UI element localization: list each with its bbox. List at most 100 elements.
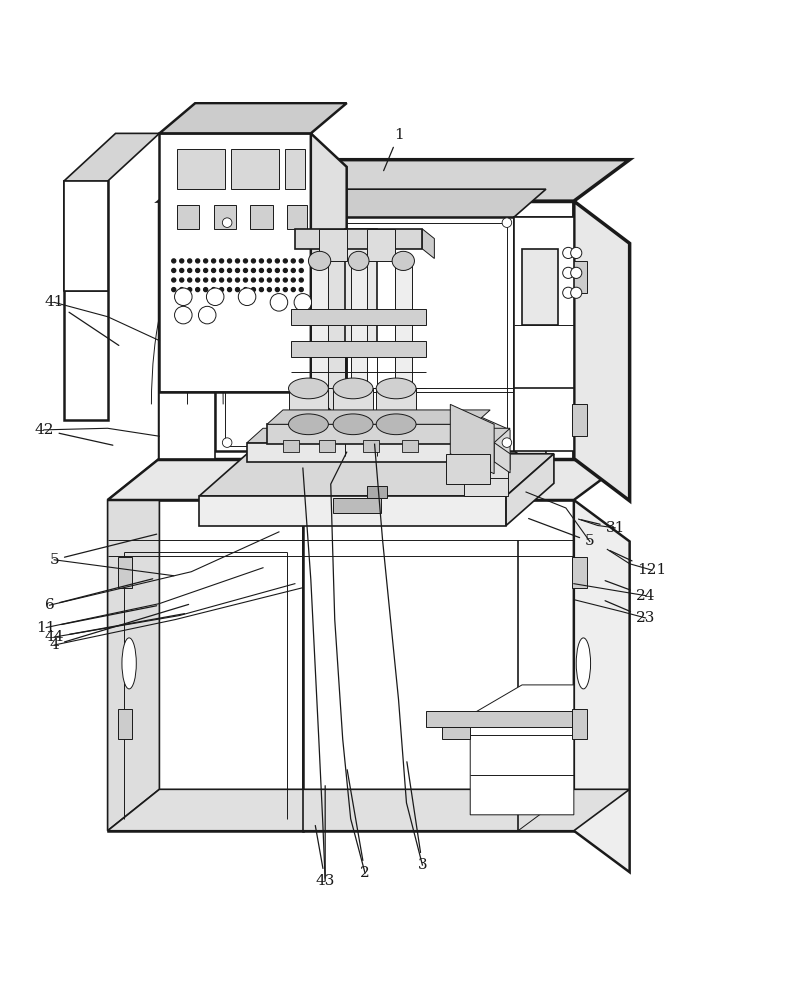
Bar bbox=[118, 709, 132, 739]
Bar bbox=[464, 458, 508, 496]
Polygon shape bbox=[514, 217, 574, 388]
Circle shape bbox=[211, 259, 215, 263]
Circle shape bbox=[251, 278, 255, 282]
Polygon shape bbox=[159, 103, 347, 133]
Bar bbox=[285, 149, 305, 189]
Polygon shape bbox=[159, 201, 574, 459]
Circle shape bbox=[187, 288, 191, 292]
Circle shape bbox=[227, 278, 231, 282]
Circle shape bbox=[268, 278, 271, 282]
Bar bbox=[118, 557, 132, 588]
Circle shape bbox=[236, 268, 239, 272]
Bar bbox=[177, 205, 199, 229]
Polygon shape bbox=[470, 412, 510, 470]
Circle shape bbox=[236, 288, 239, 292]
Ellipse shape bbox=[502, 438, 512, 447]
Bar bbox=[522, 249, 558, 325]
Ellipse shape bbox=[563, 287, 574, 298]
Polygon shape bbox=[311, 261, 328, 388]
Polygon shape bbox=[333, 388, 373, 424]
Polygon shape bbox=[159, 133, 311, 392]
Circle shape bbox=[236, 278, 239, 282]
Text: 42: 42 bbox=[34, 423, 113, 445]
Circle shape bbox=[291, 278, 295, 282]
Circle shape bbox=[251, 259, 255, 263]
Polygon shape bbox=[450, 404, 494, 474]
Circle shape bbox=[300, 268, 303, 272]
Circle shape bbox=[259, 278, 263, 282]
Circle shape bbox=[179, 288, 183, 292]
Ellipse shape bbox=[122, 638, 136, 689]
Ellipse shape bbox=[175, 288, 192, 306]
Circle shape bbox=[220, 278, 224, 282]
Text: 31: 31 bbox=[581, 520, 625, 535]
Circle shape bbox=[187, 278, 191, 282]
Circle shape bbox=[259, 288, 263, 292]
Text: 24: 24 bbox=[605, 581, 655, 603]
Ellipse shape bbox=[348, 251, 369, 270]
Polygon shape bbox=[514, 217, 574, 451]
Ellipse shape bbox=[333, 414, 373, 435]
Ellipse shape bbox=[376, 378, 416, 399]
Circle shape bbox=[236, 259, 239, 263]
Circle shape bbox=[300, 278, 303, 282]
Circle shape bbox=[283, 278, 287, 282]
Ellipse shape bbox=[206, 288, 224, 306]
Polygon shape bbox=[367, 229, 395, 261]
Polygon shape bbox=[442, 727, 470, 739]
Polygon shape bbox=[574, 500, 630, 872]
Polygon shape bbox=[319, 229, 347, 261]
Bar bbox=[177, 149, 225, 189]
Circle shape bbox=[227, 288, 231, 292]
Circle shape bbox=[268, 268, 271, 272]
Circle shape bbox=[195, 268, 199, 272]
Circle shape bbox=[259, 268, 263, 272]
Polygon shape bbox=[351, 261, 367, 388]
Circle shape bbox=[204, 268, 207, 272]
Polygon shape bbox=[267, 424, 474, 444]
Polygon shape bbox=[215, 217, 514, 451]
Circle shape bbox=[195, 278, 199, 282]
Circle shape bbox=[187, 259, 191, 263]
Polygon shape bbox=[108, 459, 159, 831]
Polygon shape bbox=[395, 261, 412, 388]
Circle shape bbox=[187, 268, 191, 272]
Circle shape bbox=[244, 288, 247, 292]
Polygon shape bbox=[159, 201, 215, 459]
Circle shape bbox=[220, 268, 224, 272]
Bar bbox=[283, 440, 299, 452]
Polygon shape bbox=[108, 500, 303, 831]
Bar bbox=[319, 440, 335, 452]
Circle shape bbox=[220, 288, 224, 292]
Ellipse shape bbox=[576, 638, 591, 689]
Circle shape bbox=[276, 278, 279, 282]
Bar bbox=[572, 404, 587, 436]
Circle shape bbox=[204, 288, 207, 292]
Polygon shape bbox=[506, 454, 554, 526]
Text: 2: 2 bbox=[347, 770, 370, 880]
Circle shape bbox=[172, 278, 176, 282]
Ellipse shape bbox=[536, 309, 552, 372]
Text: 5: 5 bbox=[528, 519, 595, 548]
Polygon shape bbox=[64, 133, 159, 181]
Polygon shape bbox=[422, 229, 434, 259]
Circle shape bbox=[172, 268, 176, 272]
Polygon shape bbox=[426, 711, 574, 727]
Bar bbox=[402, 440, 418, 452]
Circle shape bbox=[244, 278, 247, 282]
Circle shape bbox=[251, 268, 255, 272]
Bar bbox=[572, 261, 587, 293]
Ellipse shape bbox=[376, 414, 416, 435]
Circle shape bbox=[179, 259, 183, 263]
Circle shape bbox=[291, 259, 295, 263]
Circle shape bbox=[268, 288, 271, 292]
Circle shape bbox=[276, 288, 279, 292]
Polygon shape bbox=[199, 496, 506, 526]
Polygon shape bbox=[289, 388, 328, 424]
Polygon shape bbox=[64, 181, 108, 420]
Text: 43: 43 bbox=[316, 826, 335, 888]
Circle shape bbox=[220, 259, 224, 263]
Circle shape bbox=[172, 288, 176, 292]
Circle shape bbox=[276, 268, 279, 272]
Polygon shape bbox=[267, 410, 490, 424]
